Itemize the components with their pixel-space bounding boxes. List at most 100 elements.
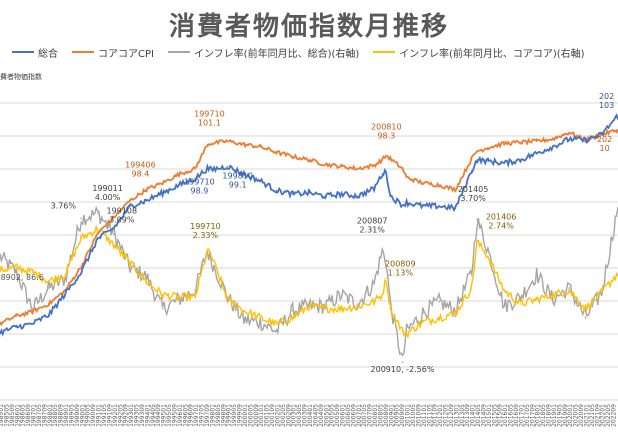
data-point	[129, 262, 131, 264]
data-point	[385, 171, 388, 173]
data-point	[476, 240, 478, 243]
data-point	[487, 160, 489, 162]
x-tick-label: 201909	[562, 404, 569, 427]
x-tick-label: 199509	[172, 404, 179, 427]
x-tick-label: 199905	[231, 404, 238, 427]
legend-item: 総合	[12, 45, 58, 60]
x-tick-label: 199601	[177, 404, 184, 427]
x-tick-label: 199409	[155, 404, 162, 427]
data-point	[519, 159, 522, 161]
data-point	[470, 271, 473, 273]
data-point	[48, 314, 50, 316]
data-label: 199710 98.9	[184, 178, 215, 196]
data-point	[535, 298, 538, 301]
x-tick-label: 199809	[220, 404, 227, 427]
data-point	[194, 296, 196, 299]
data-point	[243, 319, 245, 321]
x-tick-label: 202009	[578, 404, 585, 427]
x-tick-label: 198709	[41, 404, 48, 427]
data-point	[243, 143, 245, 146]
data-point	[438, 205, 440, 207]
data-point	[568, 138, 570, 140]
data-point	[31, 310, 34, 313]
data-label-line: 98.4	[131, 170, 149, 179]
data-point	[476, 159, 478, 161]
data-point	[381, 159, 384, 161]
x-tick-label: 200705	[361, 404, 368, 427]
data-point	[226, 140, 229, 142]
data-point	[291, 155, 294, 158]
data-label-line: 200910, -2.56%	[371, 365, 435, 374]
x-tick-label: 200505	[329, 404, 336, 427]
data-point	[324, 195, 327, 197]
data-point	[519, 296, 522, 299]
data-label: 199406 98.4	[125, 161, 156, 179]
x-tick-label: 200009	[253, 404, 260, 427]
data-point	[357, 305, 359, 308]
data-point	[470, 287, 473, 289]
data-point	[373, 282, 375, 285]
data-point	[145, 275, 148, 278]
series-line	[0, 205, 618, 357]
data-point	[206, 167, 209, 170]
legend-label: インフレ率(前年同月比、総合)(右軸)	[193, 48, 360, 60]
data-point	[308, 305, 310, 308]
x-tick-label: 201405	[475, 404, 482, 427]
x-tick-label: 201409	[481, 404, 488, 427]
data-point	[615, 116, 618, 118]
x-tick-label: 201505	[491, 404, 498, 427]
x-tick-label: 199205	[117, 404, 124, 427]
data-label-line: 202	[597, 135, 612, 144]
data-label-line: 2.31%	[359, 225, 385, 234]
x-tick-label: 200305	[296, 404, 303, 427]
data-point	[381, 250, 384, 253]
legend-label: コアコアCPI	[98, 48, 154, 60]
data-point	[210, 169, 213, 171]
data-point	[454, 207, 457, 210]
x-tick-label: 201709	[529, 404, 536, 427]
x-tick-label: 200605	[345, 404, 352, 427]
x-tick-label: 198801	[47, 404, 54, 427]
data-point	[340, 193, 343, 195]
x-tick-label: 200101	[258, 404, 265, 427]
data-point	[503, 142, 506, 145]
x-tick-label: 199709	[204, 404, 211, 427]
x-tick-label: 199705	[199, 404, 206, 427]
x-tick-label: 201309	[464, 404, 471, 427]
data-point	[401, 167, 404, 170]
x-tick-label: 201305	[459, 404, 466, 427]
data-point	[275, 323, 278, 326]
data-label: 200809 1.13%	[385, 259, 416, 277]
data-point	[113, 244, 115, 246]
x-tick-label: 201609	[513, 404, 520, 427]
data-point	[161, 294, 164, 296]
data-point	[0, 322, 1, 325]
data-point	[615, 212, 618, 214]
data-point	[401, 330, 404, 333]
x-tick-label: 200309	[302, 404, 309, 427]
data-label-line: 4.00%	[95, 193, 121, 202]
data-point	[0, 255, 1, 257]
data-label-line: 103	[599, 101, 614, 110]
data-point	[503, 162, 506, 164]
data-point	[357, 167, 359, 170]
data-point	[324, 307, 327, 310]
x-tick-label: 202205	[605, 404, 612, 427]
data-point	[454, 188, 457, 191]
data-point	[161, 307, 164, 310]
x-tick-label: 200709	[367, 404, 374, 427]
data-point	[194, 289, 196, 292]
x-tick-label: 199001	[79, 404, 86, 427]
x-tick-label: 199201	[112, 404, 119, 427]
legend-swatch	[167, 51, 190, 53]
data-point	[259, 321, 262, 324]
data-point	[381, 173, 384, 175]
data-point	[385, 277, 388, 280]
data-label: 200810 98.3	[371, 123, 402, 141]
data-label-line: 2.33%	[193, 231, 219, 240]
x-tick-label: 200001	[242, 404, 249, 427]
x-tick-label: 199401	[144, 404, 151, 427]
data-point	[308, 192, 310, 194]
data-point	[584, 316, 587, 319]
data-point	[145, 188, 148, 191]
